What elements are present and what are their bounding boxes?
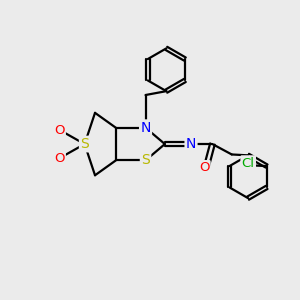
Text: N: N — [140, 121, 151, 135]
Text: O: O — [199, 161, 209, 174]
Text: O: O — [54, 152, 64, 164]
Text: N: N — [186, 137, 196, 151]
Text: O: O — [54, 124, 64, 136]
Text: Cl: Cl — [242, 157, 255, 169]
Text: S: S — [80, 137, 89, 151]
Text: S: S — [141, 153, 150, 167]
